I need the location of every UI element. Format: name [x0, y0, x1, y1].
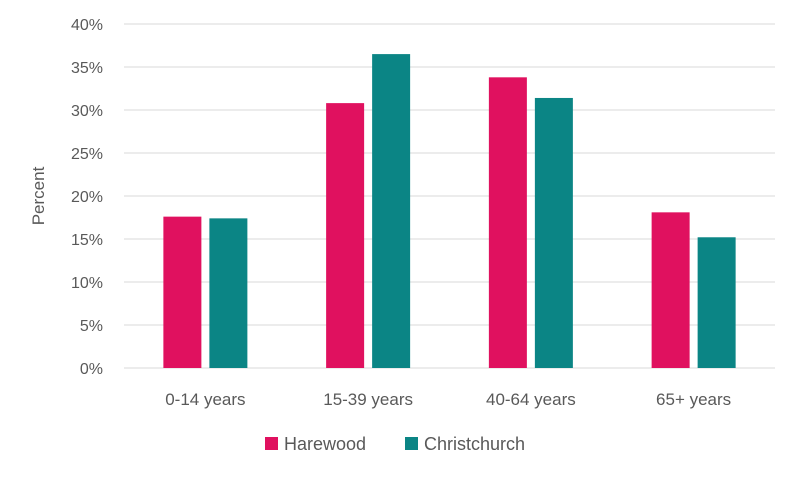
y-axis-label: Percent: [29, 166, 48, 225]
legend-label-harewood: Harewood: [284, 434, 366, 454]
bar-harewood-1: [326, 103, 365, 369]
y-tick-label: 15%: [71, 232, 103, 249]
legend-swatch-harewood: [265, 437, 278, 450]
y-tick-label: 0%: [80, 361, 103, 378]
y-tick-label: 35%: [71, 60, 103, 77]
bar-christchurch-1: [372, 54, 411, 368]
x-tick-label: 15-39 years: [323, 390, 413, 409]
y-tick-label: 20%: [71, 189, 103, 206]
y-tick-label: 25%: [71, 146, 103, 163]
bar-christchurch-3: [697, 237, 736, 368]
y-tick-label: 10%: [71, 275, 103, 292]
bars: [163, 54, 736, 369]
x-tick-label: 65+ years: [656, 390, 731, 409]
y-axis-ticks: 0% 5% 10% 15% 20% 25% 30% 35% 40%: [71, 17, 103, 378]
bar-christchurch-2: [534, 97, 573, 369]
x-axis-ticks: 0-14 years 15-39 years 40-64 years 65+ year…: [165, 390, 731, 409]
legend-label-christchurch: Christchurch: [424, 434, 525, 454]
legend-swatch-christchurch: [405, 437, 418, 450]
y-tick-label: 40%: [71, 17, 103, 34]
bar-harewood-3: [651, 212, 690, 368]
legend: Harewood Christchurch: [265, 434, 525, 454]
y-tick-label: 30%: [71, 103, 103, 120]
bar-christchurch-0: [209, 218, 248, 368]
bar-harewood-0: [163, 216, 202, 368]
y-tick-label: 5%: [80, 318, 103, 335]
bar-harewood-2: [488, 77, 527, 368]
x-tick-label: 40-64 years: [486, 390, 576, 409]
x-tick-label: 0-14 years: [165, 390, 245, 409]
